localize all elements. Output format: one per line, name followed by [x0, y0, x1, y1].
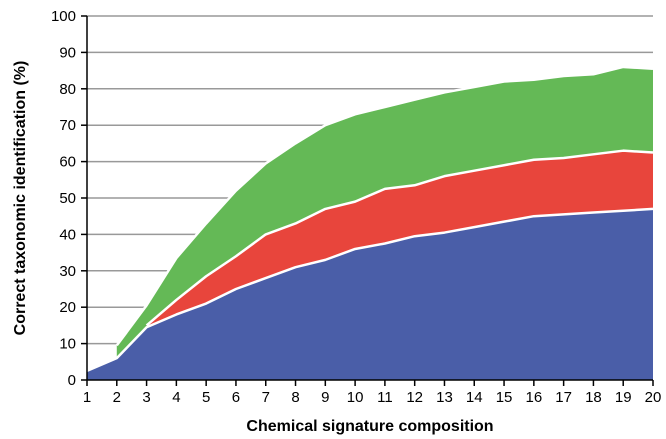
x-tick-label-17: 17	[555, 389, 572, 406]
x-tick-label-2: 2	[113, 389, 121, 406]
x-tick-label-7: 7	[262, 389, 270, 406]
x-tick-label-1: 1	[83, 389, 91, 406]
x-tick-label-5: 5	[202, 389, 210, 406]
y-tick-label-0: 0	[68, 372, 76, 389]
x-tick-label-3: 3	[142, 389, 150, 406]
area-series-1	[87, 208, 653, 380]
x-tick-label-16: 16	[525, 389, 542, 406]
y-tick-label-90: 90	[59, 44, 76, 61]
x-axis-title: Chemical signature composition	[246, 418, 493, 435]
x-tick-label-4: 4	[172, 389, 180, 406]
x-tick-label-10: 10	[347, 389, 364, 406]
y-tick-label-10: 10	[59, 336, 76, 353]
axes	[81, 15, 654, 386]
y-tick-label-80: 80	[59, 81, 76, 98]
x-tick-label-15: 15	[496, 389, 513, 406]
y-tick-label-50: 50	[59, 190, 76, 207]
series-1-edge	[86, 207, 654, 373]
x-tick-label-20: 20	[645, 389, 662, 406]
y-tick-labels: 0 10 20 30 40 50 60 70 80 90 100	[51, 8, 76, 389]
x-tick-label-6: 6	[232, 389, 240, 406]
x-tick-label-11: 11	[377, 389, 393, 406]
y-axis-title: Correct taxonomic identification (%)	[12, 61, 29, 336]
x-tick-label-13: 13	[436, 389, 453, 406]
y-tick-label-30: 30	[59, 263, 76, 280]
y-tick-label-20: 20	[59, 299, 76, 316]
y-tick-label-40: 40	[59, 226, 76, 243]
x-tick-label-19: 19	[615, 389, 632, 406]
y-tick-label-70: 70	[59, 117, 76, 134]
y-tick-label-60: 60	[59, 154, 76, 171]
x-tick-label-8: 8	[291, 389, 299, 406]
x-tick-labels: 1 2 3 4 5 6 7 8 9 10 11 12 13 14 15 16 17 18 19 20	[83, 389, 662, 406]
x-tick-label-9: 9	[321, 389, 329, 406]
x-tick-label-18: 18	[585, 389, 602, 406]
series-3-edge	[115, 65, 654, 347]
x-tick-label-14: 14	[466, 389, 483, 406]
x-tick-label-12: 12	[406, 389, 423, 406]
areas	[86, 65, 654, 381]
series-2-edge	[145, 149, 654, 327]
y-tick-label-100: 100	[51, 8, 76, 25]
